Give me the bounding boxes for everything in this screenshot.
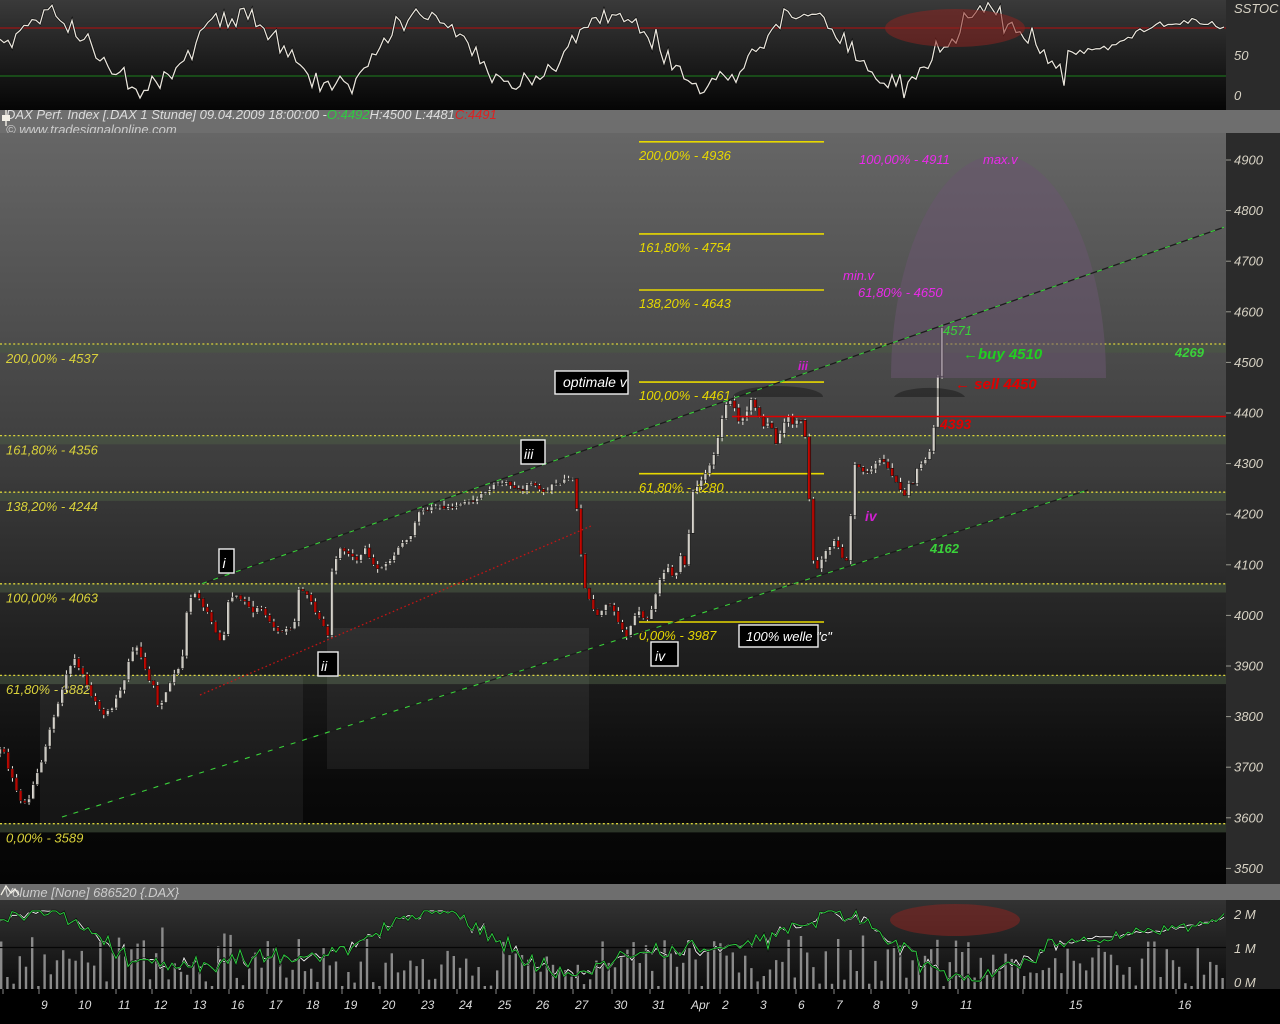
svg-text:26: 26 [535,998,550,1012]
svg-text:100,00% - 4911: 100,00% - 4911 [859,152,950,167]
svg-text:4162: 4162 [929,541,960,556]
svg-text:2: 2 [721,998,729,1012]
svg-text:0: 0 [1234,88,1242,103]
svg-text:iv: iv [655,648,666,664]
svg-text:10: 10 [78,998,92,1012]
svg-text:4600: 4600 [1234,304,1264,319]
svg-text:9: 9 [41,998,48,1012]
svg-text:4571: 4571 [943,323,972,338]
svg-text:3900: 3900 [1234,659,1264,674]
svg-text:4269: 4269 [1174,345,1205,360]
svg-text:4100: 4100 [1234,557,1264,572]
svg-text:27: 27 [574,998,590,1012]
svg-text:20: 20 [381,998,396,1012]
svg-text:11: 11 [118,998,130,1012]
svg-text:optimale v: optimale v [563,374,628,390]
svg-text:ii: ii [321,658,328,674]
svg-text:23: 23 [420,998,435,1012]
svg-text:3800: 3800 [1234,709,1264,724]
svg-text:18: 18 [306,998,320,1012]
svg-text:min.v: min.v [843,268,876,283]
svg-text:4300: 4300 [1234,456,1264,471]
svg-text:9: 9 [911,998,918,1012]
svg-text:31: 31 [652,998,665,1012]
svg-text:16: 16 [1178,998,1192,1012]
svg-text:Apr: Apr [690,998,711,1012]
svg-text:iv: iv [865,508,878,524]
svg-text:iii: iii [798,359,809,373]
svg-text:3500: 3500 [1234,861,1264,876]
svg-text:4393: 4393 [939,416,971,432]
svg-text:25: 25 [497,998,512,1012]
svg-text:16: 16 [231,998,245,1012]
svg-text:13: 13 [193,998,207,1012]
svg-text:15: 15 [1069,998,1083,1012]
svg-text:4400: 4400 [1234,406,1264,421]
svg-text:17: 17 [269,998,284,1012]
svg-text:3600: 3600 [1234,810,1264,825]
svg-text:50: 50 [1234,48,1249,63]
svg-text:4000: 4000 [1234,608,1264,623]
svg-text:max.v: max.v [983,152,1019,167]
svg-text:2 M: 2 M [1233,907,1256,922]
svg-text:100% welle "c": 100% welle "c" [746,629,833,644]
svg-text:11: 11 [960,998,972,1012]
svg-text:19: 19 [344,998,358,1012]
svg-text:← sell 4450: ← sell 4450 [955,376,1037,393]
svg-text:4800: 4800 [1234,203,1264,218]
svg-text:iii: iii [524,446,534,462]
svg-text:30: 30 [614,998,628,1012]
svg-text:24: 24 [458,998,473,1012]
svg-text:12: 12 [154,998,168,1012]
svg-text:6: 6 [798,998,805,1012]
svg-text:4900: 4900 [1234,153,1264,168]
svg-text:8: 8 [873,998,880,1012]
svg-text:61,80% - 4650: 61,80% - 4650 [858,285,943,300]
svg-text:SSTOC: SSTOC [1234,1,1279,16]
svg-text:4700: 4700 [1234,254,1264,269]
svg-text:3700: 3700 [1234,760,1264,775]
svg-text:←buy 4510: ←buy 4510 [963,346,1043,363]
svg-text:4200: 4200 [1234,507,1264,522]
svg-text:3: 3 [760,998,767,1012]
svg-text:0 M: 0 M [1234,975,1256,989]
svg-text:1 M: 1 M [1234,941,1256,956]
svg-text:4500: 4500 [1234,355,1264,370]
